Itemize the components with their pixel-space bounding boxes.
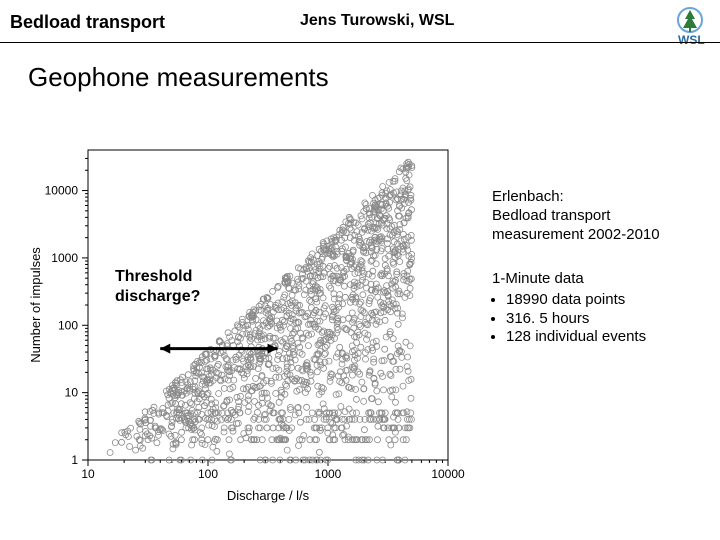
svg-text:1000: 1000 [51,251,78,265]
slide-title: Geophone measurements [28,62,329,93]
svg-text:1: 1 [71,453,78,467]
svg-text:100: 100 [58,318,78,332]
svg-text:10: 10 [65,386,79,400]
svg-text:10000: 10000 [45,184,79,198]
threshold-annotation: Thresholddischarge? [115,267,200,307]
scatter-chart: 10100100010000110100100010000Discharge /… [20,140,480,520]
dataset-summary: 1-Minute data18990 data points316. 5 hou… [492,270,646,347]
svg-text:Discharge / l/s: Discharge / l/s [227,488,310,503]
header-author: Jens Turowski, WSL [300,12,454,30]
wsl-logo: WSL [646,6,706,40]
slide-header: Bedload transport Jens Turowski, WSL WSL [0,0,720,44]
svg-text:WSL: WSL [678,33,705,46]
svg-text:10000: 10000 [431,467,465,481]
dataset-caption: Erlenbach:Bedload transportmeasurement 2… [492,188,660,244]
header-topic: Bedload transport [10,12,165,33]
svg-text:10: 10 [81,467,95,481]
svg-text:1000: 1000 [315,467,342,481]
svg-text:100: 100 [198,467,218,481]
svg-text:Number of impulses: Number of impulses [28,247,43,363]
header-divider [0,42,720,43]
